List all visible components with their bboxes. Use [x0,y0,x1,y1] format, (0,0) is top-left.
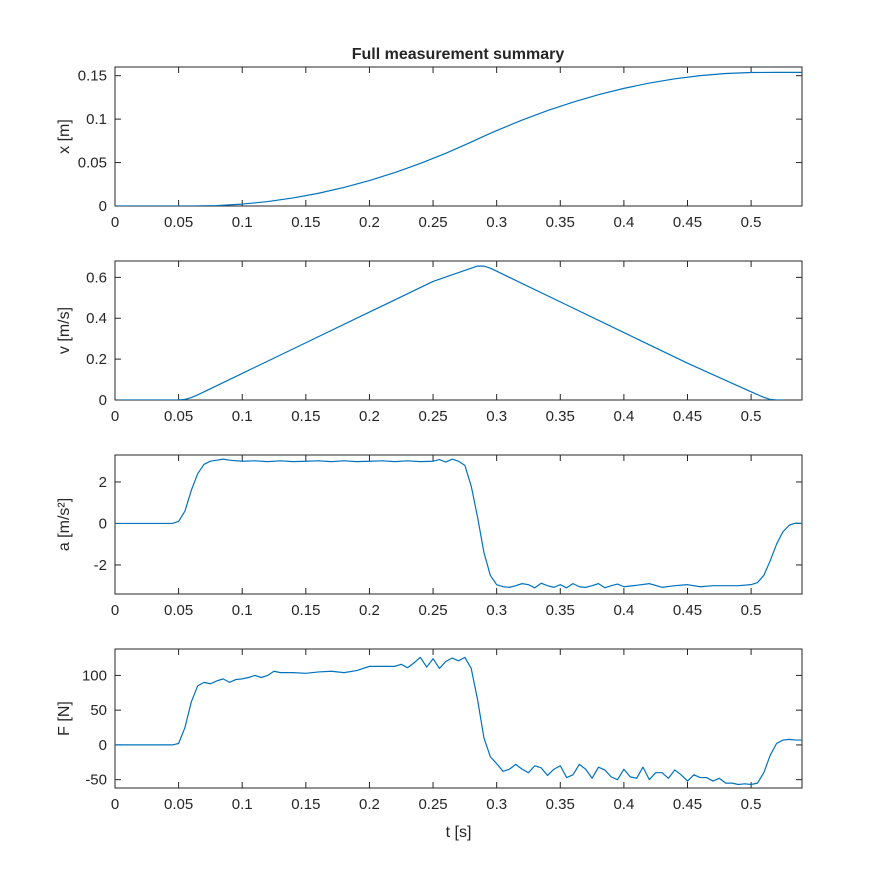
x-tick-label: 0.1 [232,796,253,813]
y-tick-label: 0 [99,515,107,532]
x-tick-label: 0.25 [418,214,447,231]
x-tick-label: 0.1 [232,214,253,231]
subplot-4: 0 0.05 0.1 0.15 0.2 0.25 0.3 0.35 0.4 0.45 0.5-500… [56,648,803,841]
x-tick-label: 0.2 [359,796,380,813]
x-tick-label: 0 [111,602,119,619]
y-axis-label: v [m/s] [56,307,73,354]
x-tick-label: 0.3 [486,796,507,813]
x-tick-label: 0.25 [418,796,447,813]
x-tick-label: 0.4 [613,214,634,231]
figure-title: Full measurement summary [352,46,565,63]
subplot-group: 0 0.05 0.1 0.15 0.2 0.25 0.3 0.35 0.4 0.45 0.5 0 0.0… [56,66,803,841]
y-tick-label: -50 [85,772,107,789]
y-tick-label: 0 [99,737,107,754]
x-tick-label: 0.5 [741,602,762,619]
x-tick-label: 0.15 [291,408,320,425]
y-tick-label: 100 [82,667,107,684]
series-line-2 [118,265,783,400]
subplot-2: 0 0.05 0.1 0.15 0.2 0.25 0.3 0.35 0.4 0.45 0.5 0 0.2… [56,260,803,425]
x-tick-label: 0 [111,796,119,813]
x-tick-label: 0.05 [164,408,193,425]
plot-area-frame [114,260,803,401]
x-tick-label: 0.15 [291,602,320,619]
x-tick-label: 0.05 [164,602,193,619]
y-axis-label: F [N] [56,701,73,736]
x-tick-label: 0.4 [613,602,634,619]
x-tick-label: 0.3 [486,214,507,231]
y-tick-label: 0.1 [86,111,107,128]
x-tick-label: 0.45 [673,214,702,231]
x-tick-label: 0.1 [232,602,253,619]
y-tick-label: 2 [99,474,107,491]
subplot-3: 0 0.05 0.1 0.15 0.2 0.25 0.3 0.35 0.4 0.45 0.5 -2 0 2… [56,454,803,619]
y-tick-label: -2 [94,557,107,574]
x-tick-label: 0.5 [741,796,762,813]
x-tick-label: 0.45 [673,602,702,619]
y-axis-label: a [m/s²] [56,498,73,551]
x-tick-label: 0.05 [164,214,193,231]
x-tick-label: 0.3 [486,408,507,425]
x-tick-label: 0.4 [613,408,634,425]
x-tick-label: 0.25 [418,602,447,619]
x-tick-label: 0.5 [741,408,762,425]
plot-area-frame [114,454,803,595]
y-tick-label: 0.4 [86,310,107,327]
plot-area-frame [114,66,803,207]
x-tick-label: 0.25 [418,408,447,425]
x-axis-label: t [s] [446,824,472,841]
x-tick-label: 0.45 [673,796,702,813]
series-line-3 [115,458,802,589]
x-tick-label: 0.4 [613,796,634,813]
x-tick-label: 0.15 [291,214,320,231]
y-axis-label: x [m] [56,119,73,154]
series-line-1 [115,71,802,206]
x-tick-label: 0 [111,214,119,231]
series-line-4 [115,656,802,786]
y-tick-label: 0.15 [78,68,107,85]
y-tick-label: 0 [99,198,107,215]
x-tick-label: 0.5 [741,214,762,231]
x-tick-label: 0.35 [546,408,575,425]
y-tick-label: 0 [99,392,107,409]
x-tick-label: 0.35 [546,796,575,813]
y-tick-label: 0.05 [78,155,107,172]
x-tick-label: 0.45 [673,408,702,425]
x-tick-label: 0.35 [546,602,575,619]
y-tick-label: 0.6 [86,269,107,286]
plot-area-frame [114,648,803,789]
x-tick-label: 0.2 [359,602,380,619]
x-tick-label: 0.2 [359,408,380,425]
x-tick-label: 0.2 [359,214,380,231]
y-tick-label: 50 [90,702,107,719]
x-tick-label: 0.35 [546,214,575,231]
x-tick-label: 0.05 [164,796,193,813]
x-tick-label: 0.3 [486,602,507,619]
x-tick-label: 0.15 [291,796,320,813]
y-tick-label: 0.2 [86,351,107,368]
x-tick-label: 0.1 [232,408,253,425]
x-tick-label: 0 [111,408,119,425]
subplot-1: 0 0.05 0.1 0.15 0.2 0.25 0.3 0.35 0.4 0.45 0.5 0 0.0… [56,66,803,231]
